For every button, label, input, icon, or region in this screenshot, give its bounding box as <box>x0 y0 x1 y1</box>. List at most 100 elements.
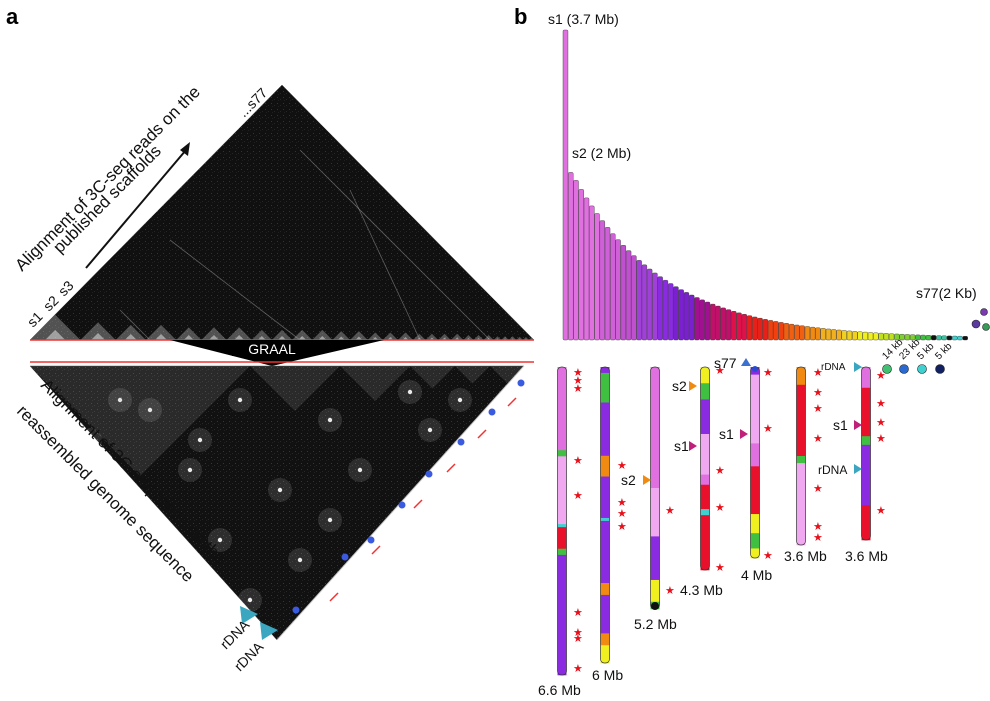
chromosome-segment <box>650 367 660 489</box>
chromosome-segment <box>600 367 610 374</box>
top-map-block-core <box>124 333 137 340</box>
scaffold-bar <box>599 220 605 341</box>
scaffold-bar <box>930 335 937 341</box>
scaffold-label-s1: s1 <box>24 308 46 330</box>
chromosome-segment <box>861 444 871 506</box>
star-marker: ★ <box>715 561 725 574</box>
scaffold-bar <box>857 331 863 341</box>
chromosome-segment <box>650 579 660 603</box>
star-marker: ★ <box>876 504 886 517</box>
scaffold-bar <box>778 322 784 341</box>
bottom-map-chromosome-block <box>410 366 455 389</box>
star-marker: ★ <box>876 369 886 382</box>
top-map-block-core <box>372 336 379 340</box>
scaffold-bar <box>589 205 595 341</box>
marker-s77-chr5: s77 <box>714 355 737 371</box>
chromosome-segment <box>600 645 610 664</box>
scaffold-bar <box>909 334 916 341</box>
scaffold-bar <box>625 250 632 341</box>
chromosome-segment <box>600 402 610 457</box>
chromosome-segment <box>600 583 610 596</box>
centromere-dot <box>292 606 300 614</box>
bottom-contact-map <box>29 361 534 641</box>
top-map-block <box>438 333 451 340</box>
bottom-map-spot <box>427 427 433 433</box>
centromere-dot <box>341 553 349 561</box>
scaffold-bar <box>631 255 637 341</box>
chromosome-segment <box>796 367 806 386</box>
scaffold-bar <box>673 286 679 341</box>
panel-b-letter: b <box>514 4 528 29</box>
star-marker: ★ <box>573 489 583 502</box>
scaffold-bar <box>715 305 721 341</box>
top-map-block <box>115 324 146 340</box>
boundary-tick <box>329 592 339 602</box>
star-marker: ★ <box>573 662 583 675</box>
star-marker: ★ <box>813 482 823 495</box>
scaffold-bar <box>757 317 763 341</box>
bottom-map-spot <box>357 467 363 473</box>
bottom-map-chromosome-block <box>490 366 524 383</box>
scaffold-bar <box>946 335 953 341</box>
chromosome-segment <box>700 433 710 475</box>
top-map-block-core <box>90 332 106 340</box>
chrom-size-4: 4.3 Mb <box>680 582 723 598</box>
chrom-size-3: 5.2 Mb <box>634 616 677 632</box>
arrow-rdna-chr7 <box>854 464 862 474</box>
scaffold-bar <box>646 268 653 341</box>
scaffold-bar <box>815 327 821 341</box>
chromosome-segment <box>796 463 806 546</box>
top-map-block <box>397 332 414 340</box>
marker-rdna-chr7: rDNA <box>818 463 847 477</box>
star-marker: ★ <box>617 496 627 509</box>
top-map-block <box>332 331 351 340</box>
star-marker: ★ <box>665 584 675 597</box>
top-map-stripe <box>119 309 151 341</box>
star-marker: ★ <box>573 366 583 379</box>
centromere-dot <box>425 470 433 478</box>
scaffold-bar <box>573 180 579 341</box>
star-marker: ★ <box>573 382 583 395</box>
chromosome-segment <box>557 450 567 457</box>
scaffold-bar <box>867 332 874 341</box>
marker-s1-chr4: s1 <box>674 438 689 454</box>
top-map-block <box>483 334 494 340</box>
progression-arrow <box>85 142 190 269</box>
boundary-tick <box>507 397 517 407</box>
scaffold-bar <box>652 272 658 341</box>
scaffold-bar <box>731 311 737 341</box>
top-map-block-core <box>154 333 168 340</box>
top-map-block <box>473 334 484 340</box>
chromosome-segment <box>796 456 806 464</box>
reassembled-chromosomes: ★★★★★★★★★★★★★★★★★★★★★★★★★★★★★★★★★★ <box>557 364 886 676</box>
chromosome-segment <box>600 594 610 634</box>
top-map-block-core <box>234 334 245 340</box>
top-map-block <box>516 336 523 340</box>
top-map-block <box>312 329 333 340</box>
top-map-block <box>350 331 368 340</box>
scaffold-bar <box>562 29 569 341</box>
chromosome-segment <box>650 536 660 581</box>
top-map-block-core <box>257 335 266 340</box>
chromosome-outline <box>796 366 806 546</box>
chromosome-segment <box>557 524 567 528</box>
scaffold-bar <box>783 323 790 341</box>
scaffold-bar <box>804 326 811 341</box>
arrow-s2-chr4 <box>689 381 697 391</box>
bottom-map-spot <box>147 407 153 413</box>
star-marker: ★ <box>813 531 823 544</box>
top-map-block-core <box>298 335 307 340</box>
top-map-block <box>226 327 252 340</box>
bottom-map-blocks <box>29 365 525 641</box>
scaffold-bar <box>662 280 669 341</box>
bottom-map-spot <box>297 557 303 563</box>
scaffold-bar <box>920 334 926 341</box>
scaffold-bar <box>641 264 648 341</box>
scaffold-bar <box>736 312 742 341</box>
chromosome-segment <box>750 466 760 515</box>
scaffold-bar <box>667 283 674 341</box>
marker-rdna-chr6: rDNA <box>821 362 846 373</box>
centromere-dot <box>517 379 525 387</box>
chromosome-segment <box>700 474 710 486</box>
